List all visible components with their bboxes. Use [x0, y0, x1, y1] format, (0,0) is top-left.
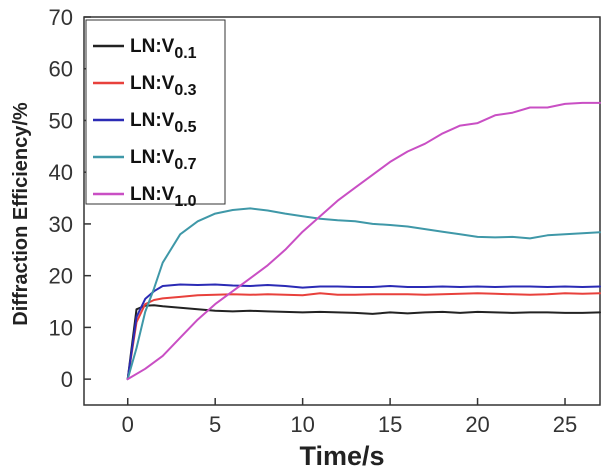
- legend-label-text: LN:V: [130, 36, 175, 57]
- series-line-5: [126, 101, 601, 381]
- y-tick-label: 50: [49, 108, 73, 133]
- y-tick-label: 30: [49, 212, 73, 237]
- legend-label-text: LN:V: [130, 73, 175, 94]
- legend-label: LN:V0.1: [130, 36, 197, 62]
- x-axis-title: Time/s: [299, 441, 384, 471]
- legend-label-subscript: 0.5: [174, 119, 196, 136]
- y-tick-label: 70: [49, 5, 73, 30]
- y-tick-label: 20: [49, 264, 73, 289]
- legend-label-subscript: 1.0: [174, 193, 196, 210]
- x-tick-label: 15: [378, 412, 402, 437]
- legend-label-subscript: 0.1: [174, 45, 196, 62]
- legend: LN:V0.1LN:V0.3LN:V0.5LN:V0.7LN:V1.0: [85, 19, 226, 210]
- x-tick-label: 10: [290, 412, 314, 437]
- series-line-1: [126, 304, 601, 381]
- legend-label-text: LN:V: [130, 147, 175, 168]
- y-tick-label: 60: [49, 57, 73, 82]
- series-line-3: [126, 283, 601, 381]
- legend-label: LN:V1.0: [130, 184, 197, 210]
- x-tick-label: 20: [465, 412, 489, 437]
- legend-label-text: LN:V: [130, 110, 175, 131]
- y-axis-title: Diffraction Efficiency/%: [10, 102, 32, 326]
- y-tick-label: 0: [61, 367, 73, 392]
- legend-label-subscript: 0.3: [174, 82, 196, 99]
- series-line-4: [126, 207, 601, 381]
- series-lines: [126, 101, 601, 381]
- y-axis: 0 10 20 30 40 50 60 70: [49, 5, 91, 392]
- legend-label-subscript: 0.7: [174, 156, 196, 173]
- legend-box: [85, 19, 226, 205]
- x-tick-label: 0: [122, 412, 134, 437]
- legend-label-text: LN:V: [130, 184, 175, 205]
- y-tick-label: 10: [49, 315, 73, 340]
- x-tick-label: 5: [209, 412, 221, 437]
- series-line-2: [126, 292, 601, 381]
- legend-label: LN:V0.7: [130, 147, 197, 173]
- legend-label: LN:V0.3: [130, 73, 197, 99]
- x-tick-label: 25: [553, 412, 577, 437]
- y-tick-label: 40: [49, 160, 73, 185]
- x-axis: 0 5 10 15 20 25: [122, 398, 577, 437]
- legend-label: LN:V0.5: [130, 110, 197, 136]
